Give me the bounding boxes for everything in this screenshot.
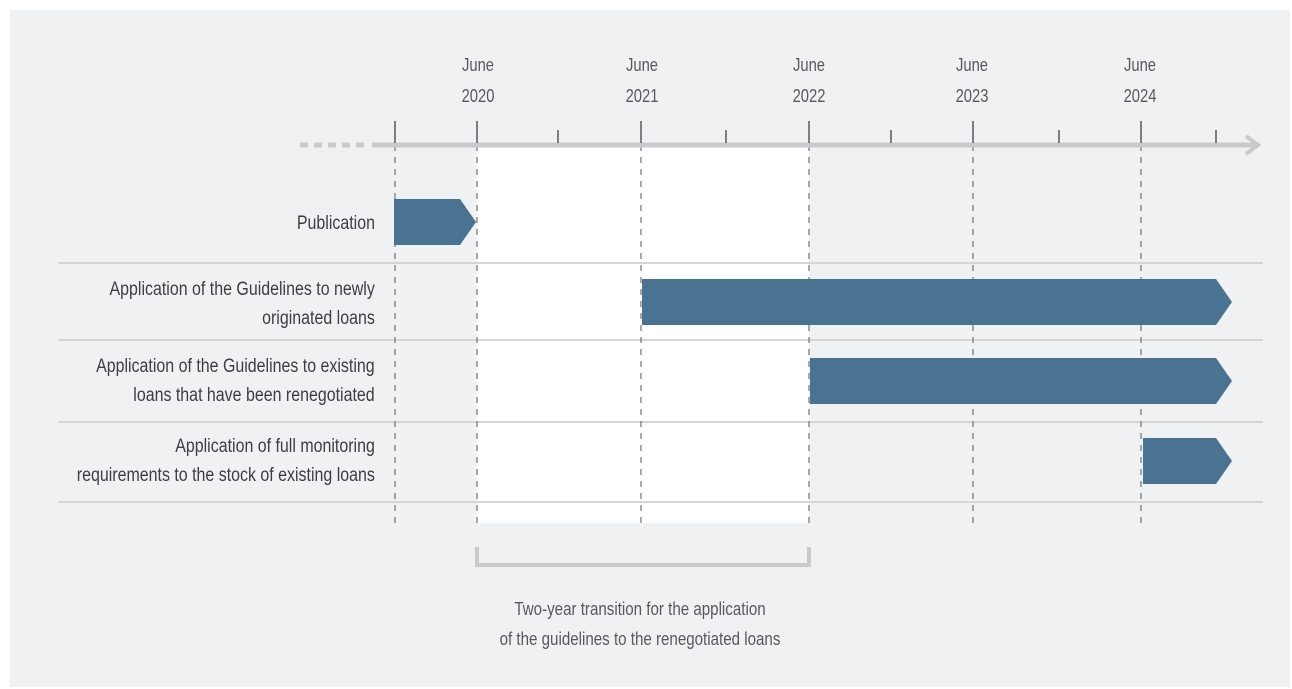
tick-label-2023: June 2023 [955, 55, 989, 106]
row-label-newly-originated: Application of the Guidelines to newly o… [109, 279, 375, 329]
tick-label-2020: June 2020 [461, 55, 495, 106]
axis-arrowhead [1244, 134, 1262, 156]
transition-bracket [475, 547, 811, 567]
tick-label-2022: June 2022 [792, 55, 826, 106]
row-label-publication: Publication [296, 213, 375, 234]
transition-highlight [477, 145, 809, 523]
bar-full-monitoring [1143, 438, 1232, 484]
tick-label-2024: June 2024 [1123, 55, 1157, 106]
tick-label-2021: June 2021 [625, 55, 659, 106]
bar-publication [394, 199, 476, 245]
timeline-graphic [58, 121, 1263, 567]
row-label-renegotiated: Application of the Guidelines to existin… [96, 356, 375, 406]
timeline-diagram: June 2020 June 2021 June 2022 June 2023 … [10, 10, 1290, 687]
bar-renegotiated [810, 358, 1232, 404]
transition-caption: Two-year transition for the application … [499, 599, 781, 649]
row-label-full-monitoring: Application of full monitoring requireme… [76, 436, 375, 486]
bar-newly-originated [642, 279, 1232, 325]
